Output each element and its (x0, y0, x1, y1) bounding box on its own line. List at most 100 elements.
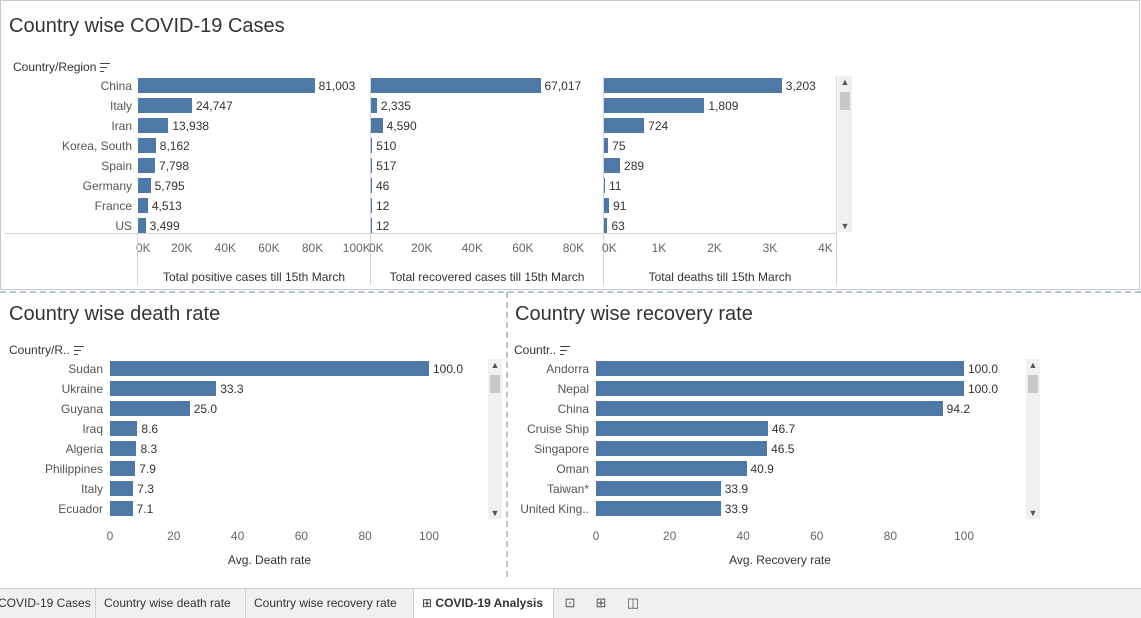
bar[interactable] (110, 361, 429, 376)
scroll-thumb[interactable] (840, 92, 850, 110)
dashboard-icon: ⊞ (422, 596, 433, 610)
bar[interactable] (138, 98, 192, 113)
top-scrollbar[interactable]: ▲ ▼ (838, 76, 852, 232)
bar[interactable] (604, 198, 610, 213)
death-scrollbar[interactable]: ▲ ▼ (488, 359, 502, 519)
bar[interactable] (596, 501, 721, 516)
recovery-scrollbar[interactable]: ▲ ▼ (1026, 359, 1040, 519)
axis-tick-label: 100K (342, 241, 371, 255)
sheet-tab-bar: COVID-19 Cases Country wise death rate C… (0, 588, 1141, 618)
bar[interactable] (596, 381, 964, 396)
data-label: 33.9 (724, 502, 749, 516)
bar[interactable] (371, 138, 373, 153)
bar[interactable] (110, 481, 134, 496)
bar[interactable] (138, 178, 151, 193)
bar[interactable] (604, 218, 608, 233)
row-header-country-region[interactable]: Country/Region (13, 60, 111, 74)
bar[interactable] (138, 138, 156, 153)
tab-country-wise-death-rate[interactable]: Country wise death rate (96, 589, 246, 618)
death-row-header[interactable]: Country/R.. (9, 343, 84, 357)
bar[interactable] (371, 118, 383, 133)
category-label: Andorra (546, 362, 589, 376)
data-label: 12 (376, 219, 390, 233)
scroll-up-icon[interactable]: ▲ (1028, 360, 1038, 370)
bar[interactable] (110, 501, 133, 516)
bar[interactable] (596, 401, 943, 416)
bar[interactable] (110, 461, 136, 476)
category-label: China (557, 402, 589, 416)
bar[interactable] (596, 421, 768, 436)
data-label: 4,513 (151, 199, 182, 213)
bar[interactable] (596, 461, 747, 476)
bar[interactable] (110, 381, 217, 396)
scroll-up-icon[interactable]: ▲ (840, 77, 850, 87)
sort-icon[interactable] (100, 62, 111, 72)
country-label: Korea, South (61, 139, 132, 153)
bar[interactable] (604, 178, 605, 193)
bar[interactable] (138, 78, 315, 93)
bar[interactable] (138, 118, 169, 133)
bar[interactable] (371, 158, 373, 173)
bar[interactable] (604, 118, 645, 133)
axis-tick-label: 100 (418, 529, 440, 543)
category-label: Singapore (534, 442, 589, 456)
scroll-down-icon[interactable]: ▼ (490, 508, 500, 518)
axis-title: Total positive cases till 15th March (162, 270, 346, 284)
category-label: Ukraine (61, 382, 103, 396)
axis-divider (137, 233, 138, 285)
scroll-thumb[interactable] (490, 375, 500, 393)
country-label: China (100, 79, 132, 93)
scroll-down-icon[interactable]: ▼ (840, 221, 850, 231)
data-label: 1,809 (708, 99, 739, 113)
bar[interactable] (138, 218, 146, 233)
category-label: Iraq (82, 422, 103, 436)
bar[interactable] (110, 421, 138, 436)
bar[interactable] (596, 481, 721, 496)
bar[interactable] (604, 138, 609, 153)
scroll-thumb[interactable] (1028, 375, 1038, 393)
bar[interactable] (604, 78, 782, 93)
bar[interactable] (604, 98, 705, 113)
category-label: Nepal (557, 382, 589, 396)
bar[interactable] (371, 78, 541, 93)
tab-covid-19-analysis[interactable]: ⊞ COVID-19 Analysis (414, 589, 554, 618)
bar[interactable] (138, 158, 155, 173)
axis-tick-label: 40 (230, 529, 245, 543)
data-label: 7.9 (139, 462, 156, 476)
sort-icon[interactable] (73, 345, 84, 355)
bar[interactable] (596, 361, 964, 376)
axis-tick-label: 2K (707, 241, 722, 255)
new-worksheet-icon[interactable]: ⊡ (564, 595, 576, 610)
tab-country-wise-recovery-rate[interactable]: Country wise recovery rate (246, 589, 414, 618)
new-story-icon[interactable]: ◫ (626, 595, 640, 610)
data-label: 40.9 (750, 462, 774, 476)
scroll-down-icon[interactable]: ▼ (1028, 508, 1038, 518)
bar[interactable] (138, 198, 148, 213)
new-dashboard-icon[interactable]: ⊞ (595, 595, 607, 610)
bar[interactable] (371, 98, 377, 113)
bar[interactable] (371, 198, 372, 213)
axis-title: Avg. Recovery rate (729, 553, 831, 567)
axis-tick-label: 40K (461, 241, 483, 255)
bar[interactable] (371, 218, 372, 233)
bar[interactable] (110, 441, 137, 456)
country-label: Germany (82, 179, 132, 193)
axis-tick-label: 40 (736, 529, 750, 543)
tab-covid-19-cases[interactable]: COVID-19 Cases (0, 589, 96, 618)
bar[interactable] (371, 178, 372, 193)
recovery-row-header[interactable]: Countr.. (514, 343, 571, 357)
scroll-up-icon[interactable]: ▲ (490, 360, 500, 370)
sort-icon[interactable] (560, 345, 571, 355)
axis-tick-label: 20 (167, 529, 181, 543)
bar[interactable] (110, 401, 190, 416)
axis-tick-label: 60K (512, 241, 534, 255)
bar[interactable] (596, 441, 768, 456)
data-label: 7.1 (136, 502, 154, 516)
column-divider (603, 76, 604, 285)
bar[interactable] (604, 158, 621, 173)
category-label: Oman (556, 462, 589, 476)
data-label: 7,798 (158, 159, 190, 173)
category-label: Taiwan* (546, 482, 589, 496)
data-label: 67,017 (544, 79, 582, 93)
axis-tick-label: 3K (762, 241, 778, 255)
